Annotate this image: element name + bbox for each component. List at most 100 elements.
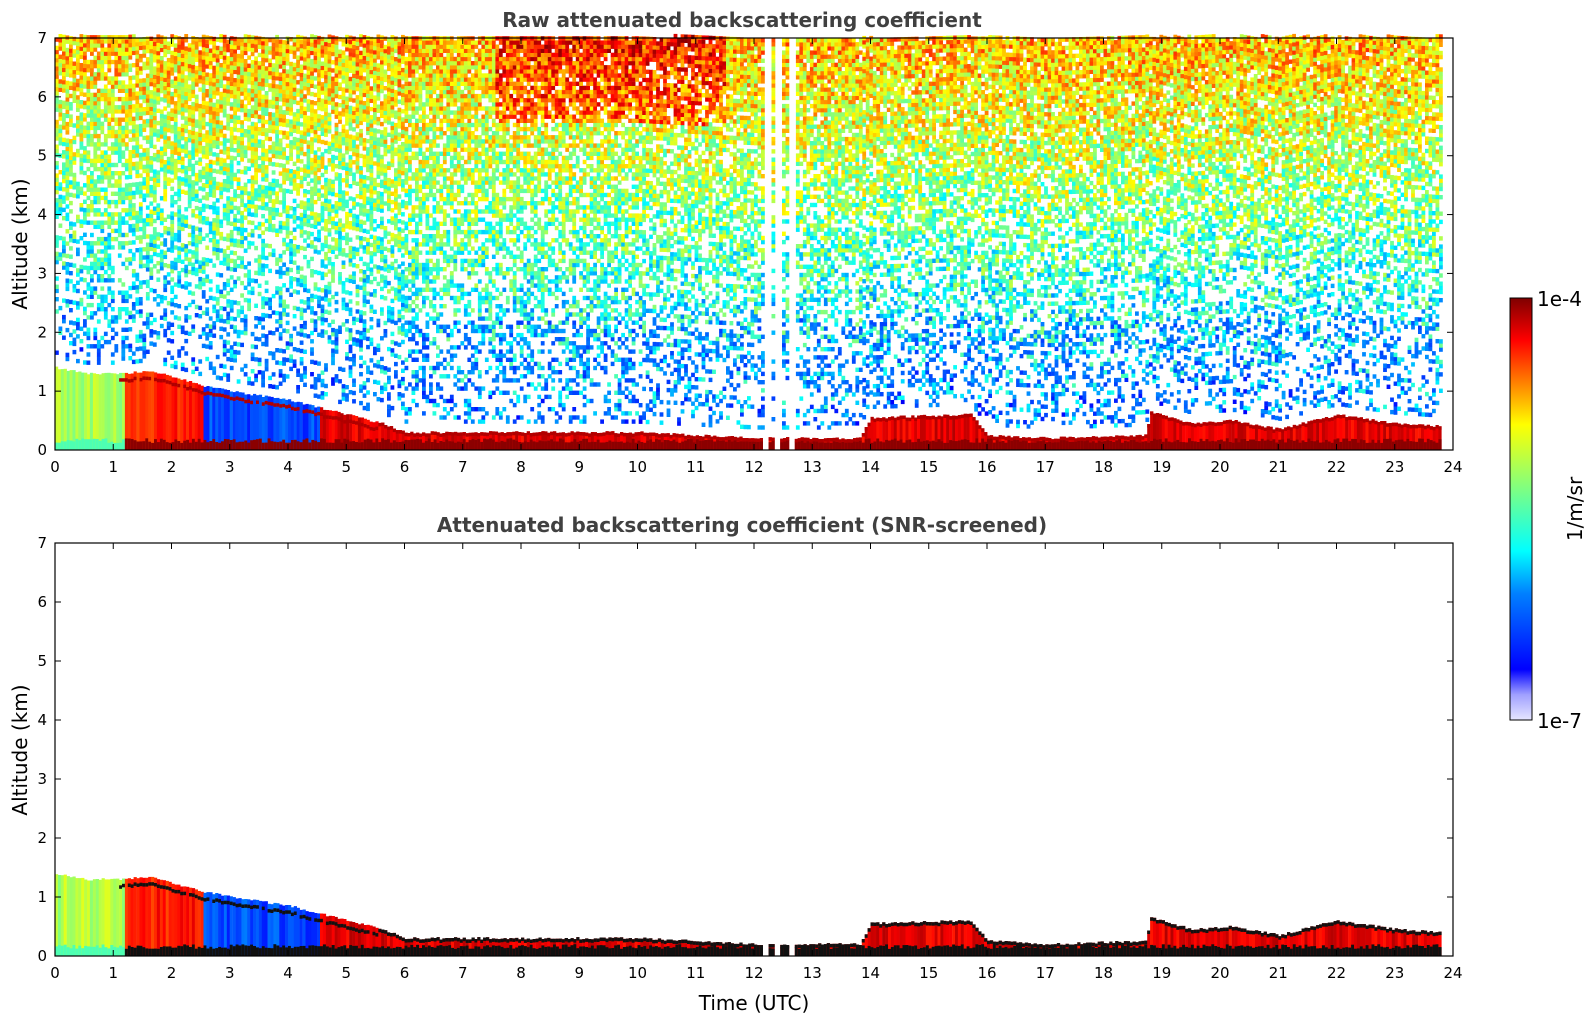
noise-cell <box>324 74 328 80</box>
noise-cell <box>296 150 300 155</box>
noise-cell <box>72 90 77 95</box>
noise-cell <box>285 52 290 58</box>
noise-cell <box>271 141 276 146</box>
noise-cell <box>282 270 286 276</box>
noise-cell <box>376 191 381 196</box>
noise-cell <box>348 221 353 226</box>
noise-cell <box>310 207 314 212</box>
noise-cell <box>345 84 349 89</box>
noise-cell <box>394 287 398 293</box>
noise-cell <box>390 261 395 267</box>
noise-cell <box>226 117 231 123</box>
noise-cell <box>324 264 328 269</box>
noise-cell <box>219 182 224 187</box>
noise-cell <box>135 289 140 294</box>
noise-cell <box>341 285 346 290</box>
noise-cell <box>90 265 94 271</box>
noise-cell <box>96 208 101 213</box>
noise-cell <box>359 318 363 323</box>
noise-cell <box>194 94 199 99</box>
noise-cell <box>208 93 213 99</box>
noise-cell <box>107 212 112 217</box>
noise-cell <box>366 237 370 243</box>
noise-cell <box>110 315 115 320</box>
noise-cell <box>145 205 150 210</box>
noise-cell <box>173 88 178 94</box>
noise-cell <box>173 265 178 271</box>
noise-cell <box>362 92 367 98</box>
noise-cell <box>387 289 391 294</box>
noise-cell <box>250 286 255 291</box>
noise-cell <box>303 53 307 58</box>
noise-cell <box>366 155 370 160</box>
noise-cell <box>86 76 91 81</box>
noise-cell <box>187 84 192 89</box>
noise-cell <box>236 379 241 384</box>
noise-cell <box>264 334 269 339</box>
noise-cell <box>250 187 255 193</box>
noise-cell <box>299 204 304 209</box>
noise-cell <box>341 95 346 101</box>
noise-cell <box>338 173 342 178</box>
noise-cell <box>135 165 140 170</box>
noise-cell <box>383 267 388 272</box>
noise-cell <box>58 34 63 39</box>
noise-cell <box>362 113 367 118</box>
noise-cell <box>90 204 94 209</box>
noise-cell <box>145 156 150 161</box>
noise-cell <box>198 120 203 125</box>
noise-cell <box>394 135 398 140</box>
noise-cell <box>208 52 213 57</box>
noise-cell <box>93 96 98 102</box>
noise-cell <box>271 293 276 299</box>
noise-cell <box>380 286 384 292</box>
noise-cell <box>359 334 363 340</box>
noise-cell <box>327 302 332 307</box>
noise-cell <box>191 44 196 49</box>
noise-cell <box>359 116 363 121</box>
noise-cell <box>65 142 70 147</box>
noise-cell <box>236 70 241 75</box>
noise-cell <box>366 126 370 131</box>
noise-cell <box>198 128 203 133</box>
noise-cell <box>250 204 255 209</box>
noise-cell <box>131 231 136 237</box>
noise-cell <box>383 94 388 99</box>
noise-cell <box>247 100 251 106</box>
noise-cell <box>324 120 328 125</box>
noise-cell <box>142 177 147 182</box>
noise-cell <box>292 83 297 88</box>
noise-cell <box>142 181 147 186</box>
noise-cell <box>93 257 98 262</box>
noise-cell <box>177 155 182 160</box>
noise-cell <box>310 50 314 56</box>
noise-cell <box>163 295 168 301</box>
noise-cell <box>240 91 244 96</box>
noise-cell <box>226 237 231 242</box>
noise-cell <box>72 73 77 79</box>
noise-cell <box>194 148 199 153</box>
noise-cell <box>278 43 283 49</box>
noise-cell <box>173 47 178 52</box>
noise-cell <box>352 176 356 181</box>
noise-cell <box>373 74 377 80</box>
noise-cell <box>128 261 133 266</box>
noise-cell <box>149 164 154 169</box>
noise-cell <box>362 63 367 69</box>
noise-cell <box>261 172 265 178</box>
noise-cell <box>76 148 80 154</box>
noise-cell <box>187 133 192 139</box>
noise-cell <box>387 161 391 166</box>
noise-cell <box>338 53 342 58</box>
noise-cell <box>62 240 66 246</box>
noise-cell <box>292 79 297 84</box>
noise-cell <box>177 225 182 231</box>
noise-cell <box>250 220 255 226</box>
noise-cell <box>369 73 374 79</box>
noise-cell <box>275 39 279 44</box>
noise-cell <box>184 318 189 323</box>
noise-cell <box>313 162 318 168</box>
noise-cell <box>208 295 213 301</box>
noise-cell <box>166 156 171 162</box>
noise-cell <box>114 129 119 135</box>
